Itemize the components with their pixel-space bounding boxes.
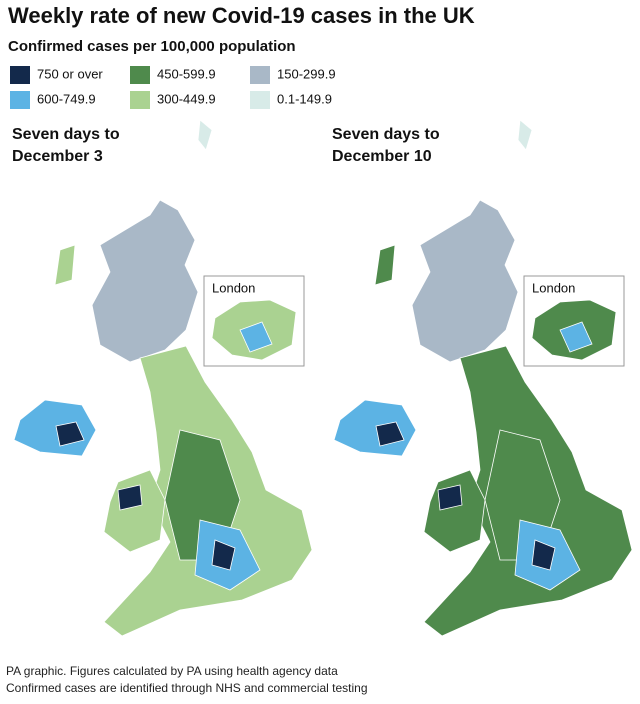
- map-region: [437, 484, 463, 511]
- map-region: [374, 244, 396, 286]
- map-region: [531, 539, 556, 571]
- map-region: [375, 421, 405, 447]
- legend-swatch: [10, 91, 30, 109]
- panel-title: Seven days to: [12, 126, 120, 143]
- subtitle: Confirmed cases per 100,000 population: [8, 38, 296, 55]
- legend-label: 750 or over: [37, 66, 103, 81]
- panel-title: Seven days to: [332, 126, 440, 143]
- legend-label: 0.1-149.9: [277, 91, 332, 106]
- legend-swatch: [250, 91, 270, 109]
- map-panel: Seven days to December 3 London: [12, 119, 313, 637]
- map-region: [55, 421, 85, 447]
- inset-label: London: [212, 280, 255, 295]
- map-region: [197, 119, 213, 151]
- legend-label: 150-299.9: [277, 66, 336, 81]
- title: Weekly rate of new Covid-19 cases in the…: [8, 3, 475, 28]
- map-panel: Seven days to December 10 London: [332, 119, 633, 637]
- map-region: [411, 199, 519, 363]
- london-area: [559, 321, 593, 353]
- map-region: [54, 244, 76, 286]
- panel-title: December 3: [12, 148, 103, 165]
- legend-swatch: [10, 66, 30, 84]
- panel-title: December 10: [332, 148, 432, 165]
- legend-swatch: [250, 66, 270, 84]
- legend-label: 300-449.9: [157, 91, 216, 106]
- footnote: Confirmed cases are identified through N…: [6, 681, 368, 695]
- legend-swatch: [130, 66, 150, 84]
- legend-swatch: [130, 91, 150, 109]
- inset-label: London: [532, 280, 575, 295]
- footnote: PA graphic. Figures calculated by PA usi…: [6, 664, 338, 678]
- legend-label: 600-749.9: [37, 91, 96, 106]
- map-region: [517, 119, 533, 151]
- legend: 750 or over 600-749.9 450-599.9 300-449.9 15…: [10, 66, 336, 109]
- legend-label: 450-599.9: [157, 66, 216, 81]
- london-area: [239, 321, 273, 353]
- map-region: [211, 539, 236, 571]
- map-region: [117, 484, 143, 511]
- map-region: [91, 199, 199, 363]
